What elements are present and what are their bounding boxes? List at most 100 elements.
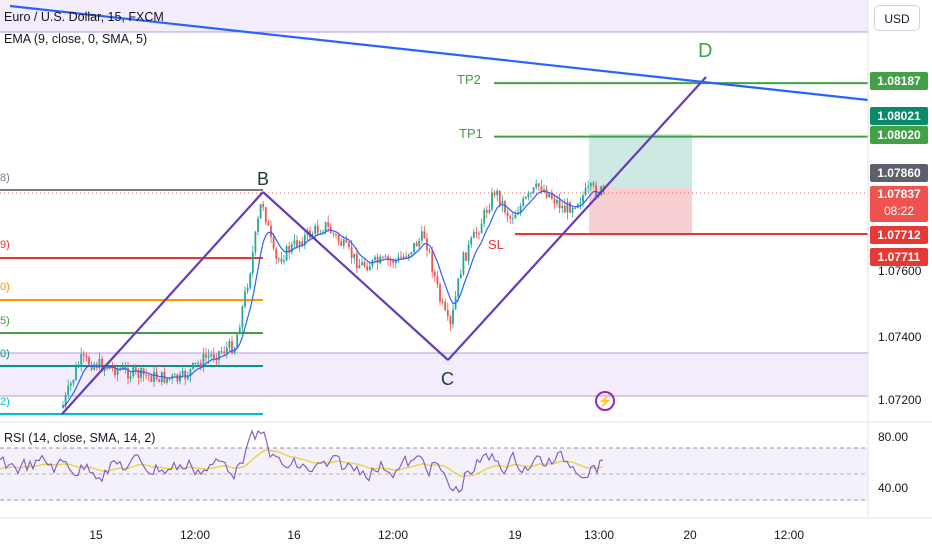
candle-body xyxy=(397,256,400,261)
candle-body xyxy=(67,385,70,395)
candle-body xyxy=(530,192,532,194)
candle-body xyxy=(548,193,551,198)
candle-body xyxy=(77,364,80,367)
rsi-indicator-label[interactable]: RSI (14, close, SMA, 14, 2) xyxy=(4,431,156,445)
candle-body xyxy=(358,265,361,269)
candle-body xyxy=(561,205,564,209)
candle-body xyxy=(166,378,168,383)
lightning-icon[interactable]: ⚡ xyxy=(595,391,615,411)
candle-body xyxy=(249,273,252,288)
symbol-title[interactable]: Euro / U.S. Dollar, 15, FXCM xyxy=(4,10,164,24)
candle-body xyxy=(82,354,85,356)
candle-body xyxy=(389,260,392,262)
candle-body xyxy=(127,368,129,379)
candle-body xyxy=(376,256,379,264)
candle-body xyxy=(228,341,231,348)
candle-body xyxy=(420,231,423,241)
candle-body xyxy=(413,242,415,253)
candle-body xyxy=(124,367,127,369)
candle-body xyxy=(592,183,595,186)
candle-body xyxy=(514,214,517,219)
time-tick: 12:00 xyxy=(377,528,409,542)
candle-body xyxy=(301,241,304,246)
candle-body xyxy=(290,244,293,253)
candle-body xyxy=(441,301,444,303)
candle-body xyxy=(574,207,577,209)
candle-body xyxy=(150,375,153,382)
candle-body xyxy=(498,190,501,206)
candle-body xyxy=(553,198,556,204)
candle-body xyxy=(280,258,283,262)
pattern-leg-bc xyxy=(262,191,449,361)
target-zone xyxy=(589,134,692,187)
candle-body xyxy=(168,378,171,380)
candle-body xyxy=(470,237,473,245)
candle-body xyxy=(350,246,353,258)
candle-countdown: 08:22 xyxy=(883,204,915,218)
candle-body xyxy=(327,222,330,227)
candle-body xyxy=(137,369,140,378)
ema-indicator-label[interactable]: EMA (9, close, 0, SMA, 5) xyxy=(4,32,148,46)
candle-body xyxy=(436,276,439,285)
candle-body xyxy=(316,225,319,233)
stop-zone xyxy=(589,187,692,234)
candle-body xyxy=(405,256,408,258)
candle-body xyxy=(267,222,270,226)
candle-body xyxy=(98,358,101,369)
time-tick: 13:00 xyxy=(583,528,615,542)
candle-body xyxy=(197,363,200,365)
candle-body xyxy=(264,207,267,223)
tp2-price-tag: 1.08187 xyxy=(870,72,928,90)
candle-body xyxy=(275,248,278,259)
sl-label: SL xyxy=(488,237,504,252)
rsi-tick: 80.00 xyxy=(878,430,909,444)
candle-body xyxy=(415,242,418,247)
rsi-tick: 40.00 xyxy=(878,481,909,495)
candle-body xyxy=(465,252,467,261)
point-d-label: D xyxy=(698,40,713,62)
candle-body xyxy=(207,355,210,358)
candle-body xyxy=(496,190,499,196)
candle-body xyxy=(181,370,184,375)
candle-body xyxy=(535,183,538,188)
rsi-sma-line xyxy=(0,449,604,478)
candle-body xyxy=(381,256,384,258)
candle-body xyxy=(184,370,187,379)
fib-level-label: 9) xyxy=(0,239,10,251)
candle-body xyxy=(519,205,522,214)
candle-body xyxy=(410,252,413,255)
candle-body xyxy=(384,256,387,258)
rsi-line xyxy=(0,429,604,494)
candle-body xyxy=(483,210,486,224)
current-price-tag: 1.07837 08:22 xyxy=(870,186,928,222)
candle-body xyxy=(589,183,592,187)
candle-body xyxy=(532,187,535,193)
candle-body xyxy=(433,271,436,277)
time-tick: 16 xyxy=(287,528,301,542)
candle-body xyxy=(277,258,280,260)
candle-body xyxy=(147,375,150,377)
candle-body xyxy=(522,198,525,206)
candle-body xyxy=(462,252,465,274)
candle-body xyxy=(129,376,132,379)
candle-body xyxy=(298,241,301,247)
fib-level-label: 2) xyxy=(0,396,10,408)
candle-body xyxy=(571,207,574,213)
candle-body xyxy=(114,366,116,376)
candle-body xyxy=(428,250,431,252)
candle-body xyxy=(446,309,449,317)
candle-body xyxy=(171,375,174,379)
currency-button[interactable]: USD xyxy=(874,5,920,31)
candle-body xyxy=(485,210,488,213)
candle-body xyxy=(467,244,470,261)
candle-body xyxy=(173,374,176,376)
candle-body xyxy=(337,234,340,242)
candle-body xyxy=(293,240,296,245)
candle-body xyxy=(69,383,72,386)
candle-body xyxy=(231,341,233,354)
candle-body xyxy=(314,225,317,234)
candle-body xyxy=(563,205,566,213)
candle-body xyxy=(262,204,265,208)
